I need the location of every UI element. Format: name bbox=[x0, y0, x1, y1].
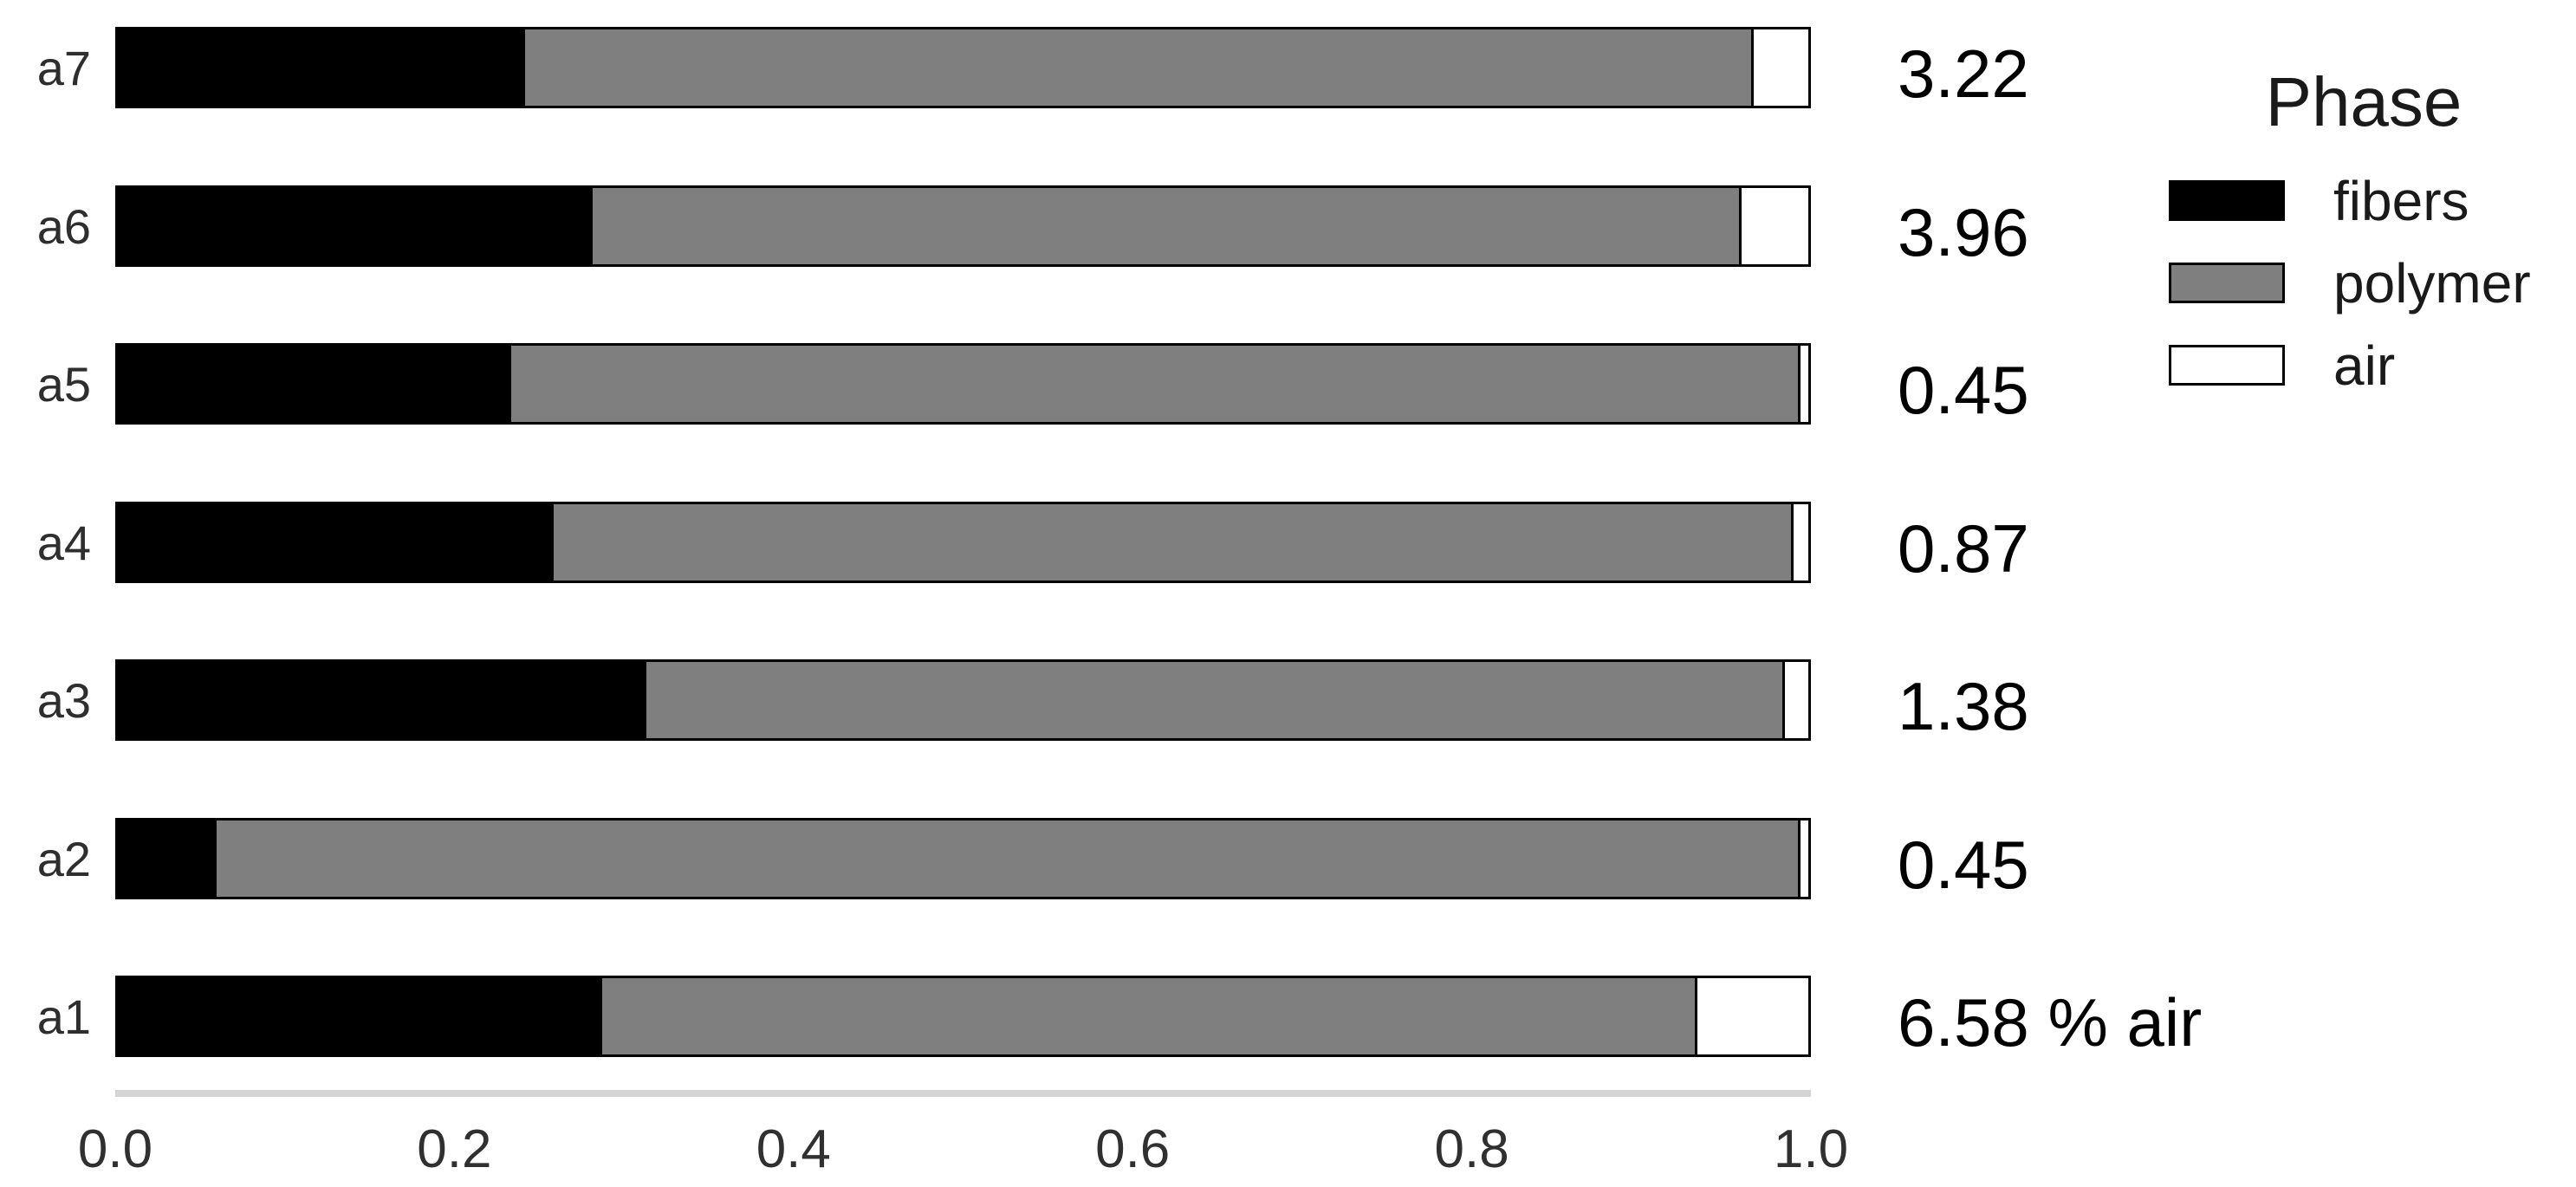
value-label-a2: 0.45 bbox=[1898, 826, 2029, 903]
segment-fibers-a7 bbox=[118, 29, 522, 106]
plot-area bbox=[115, 0, 1811, 1083]
bar-row-a3 bbox=[115, 659, 1811, 741]
legend-title: Phase bbox=[2265, 63, 2462, 140]
segment-polymer-a7 bbox=[522, 29, 1752, 106]
bar-row-a1 bbox=[115, 976, 1811, 1057]
category-label-a1: a1 bbox=[36, 989, 91, 1044]
value-label-a1: 6.58 % air bbox=[1898, 983, 2203, 1061]
value-label-a7: 3.22 bbox=[1898, 35, 2029, 112]
x-tick-0.2: 0.2 bbox=[417, 1119, 492, 1179]
segment-air-a6 bbox=[1738, 188, 1808, 264]
x-tick-0.6: 0.6 bbox=[1095, 1119, 1171, 1179]
segment-fibers-a2 bbox=[118, 821, 214, 897]
legend-entry-polymer: polymer bbox=[2169, 252, 2559, 315]
legend-entry-fibers: fibers bbox=[2169, 170, 2559, 232]
legend-label-fibers: fibers bbox=[2333, 169, 2469, 232]
segment-polymer-a2 bbox=[213, 821, 1799, 897]
category-label-a3: a3 bbox=[36, 672, 91, 728]
legend-label-air: air bbox=[2333, 334, 2396, 397]
segment-fibers-a5 bbox=[118, 346, 509, 422]
x-tick-0.8: 0.8 bbox=[1434, 1119, 1509, 1179]
segment-air-a4 bbox=[1791, 504, 1808, 581]
legend-label-polymer: polymer bbox=[2333, 251, 2531, 315]
fibers-swatch bbox=[2169, 180, 2285, 221]
category-label-a5: a5 bbox=[36, 356, 91, 412]
bar-row-a4 bbox=[115, 502, 1811, 583]
segment-air-a5 bbox=[1798, 346, 1808, 422]
segment-fibers-a4 bbox=[118, 504, 551, 581]
segment-fibers-a1 bbox=[118, 978, 600, 1054]
legend: Phase fibers polymer air bbox=[2169, 63, 2559, 397]
bar-row-a2 bbox=[115, 818, 1811, 899]
segment-air-a2 bbox=[1798, 821, 1808, 897]
x-tick-0.4: 0.4 bbox=[756, 1119, 831, 1179]
segment-polymer-a6 bbox=[589, 188, 1739, 264]
bar-row-a7 bbox=[115, 27, 1811, 108]
segment-air-a1 bbox=[1695, 978, 1808, 1054]
segment-air-a7 bbox=[1751, 29, 1808, 106]
segment-air-a3 bbox=[1782, 662, 1808, 738]
segment-polymer-a1 bbox=[600, 978, 1695, 1054]
category-label-a7: a7 bbox=[36, 40, 91, 95]
bar-row-a6 bbox=[115, 185, 1811, 267]
value-label-a5: 0.45 bbox=[1898, 351, 2029, 428]
x-tick-1.0: 1.0 bbox=[1773, 1119, 1849, 1179]
x-axis-line bbox=[115, 1090, 1811, 1097]
value-label-a3: 1.38 bbox=[1898, 667, 2029, 744]
segment-fibers-a3 bbox=[118, 662, 644, 738]
segment-polymer-a4 bbox=[550, 504, 1792, 581]
value-label-a6: 3.96 bbox=[1898, 193, 2029, 270]
x-axis-ticks: 0.0 0.2 0.4 0.6 0.8 1.0 bbox=[78, 1119, 1848, 1179]
air-swatch bbox=[2169, 345, 2285, 386]
segment-polymer-a5 bbox=[509, 346, 1799, 422]
polymer-swatch bbox=[2169, 263, 2285, 303]
value-label-a4: 0.87 bbox=[1898, 509, 2029, 587]
legend-entry-air: air bbox=[2169, 334, 2559, 397]
category-label-a4: a4 bbox=[36, 515, 91, 570]
x-tick-0.0: 0.0 bbox=[77, 1119, 153, 1179]
segment-fibers-a6 bbox=[118, 188, 590, 264]
bar-row-a5 bbox=[115, 343, 1811, 425]
category-label-a2: a2 bbox=[36, 831, 91, 886]
category-label-a6: a6 bbox=[36, 198, 91, 254]
segment-polymer-a3 bbox=[643, 662, 1783, 738]
